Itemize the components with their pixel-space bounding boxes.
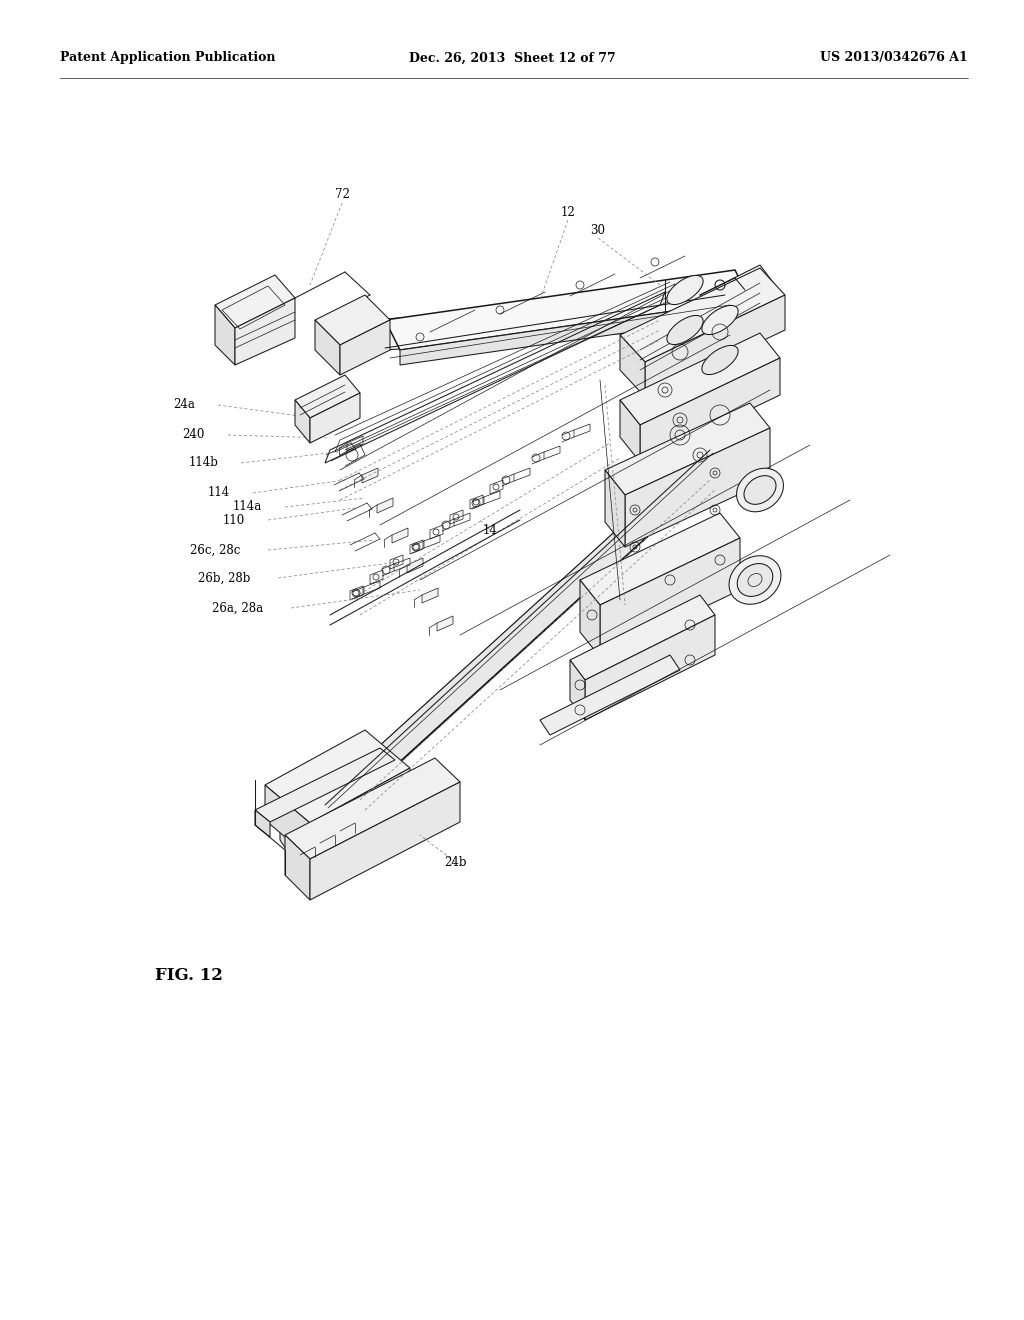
Polygon shape	[285, 758, 460, 859]
Text: US 2013/0342676 A1: US 2013/0342676 A1	[820, 51, 968, 65]
Polygon shape	[300, 810, 360, 870]
Polygon shape	[295, 400, 310, 444]
Polygon shape	[570, 595, 715, 680]
Polygon shape	[319, 430, 730, 800]
Polygon shape	[570, 660, 585, 719]
Polygon shape	[255, 810, 270, 837]
Text: 26b, 28b: 26b, 28b	[198, 572, 250, 585]
Text: 114: 114	[208, 487, 230, 499]
Ellipse shape	[701, 346, 738, 375]
Polygon shape	[265, 785, 310, 858]
Ellipse shape	[737, 564, 773, 597]
Polygon shape	[392, 528, 408, 543]
Polygon shape	[422, 587, 438, 603]
Polygon shape	[280, 780, 360, 840]
Text: 30: 30	[591, 223, 605, 236]
Polygon shape	[332, 403, 348, 418]
Polygon shape	[605, 403, 770, 495]
Polygon shape	[620, 335, 645, 397]
Ellipse shape	[744, 475, 776, 504]
Polygon shape	[407, 558, 423, 573]
Text: Dec. 26, 2013  Sheet 12 of 77: Dec. 26, 2013 Sheet 12 of 77	[409, 51, 615, 65]
Polygon shape	[715, 285, 775, 335]
Polygon shape	[362, 469, 378, 483]
Text: 26a, 28a: 26a, 28a	[212, 602, 263, 615]
Polygon shape	[215, 305, 234, 366]
Polygon shape	[640, 358, 780, 462]
Polygon shape	[347, 436, 362, 451]
Polygon shape	[295, 375, 360, 418]
Polygon shape	[437, 616, 453, 631]
Polygon shape	[645, 294, 785, 397]
Ellipse shape	[667, 276, 703, 305]
Polygon shape	[319, 445, 710, 836]
Polygon shape	[310, 393, 360, 444]
Polygon shape	[620, 268, 785, 362]
Polygon shape	[385, 271, 750, 350]
Polygon shape	[255, 748, 395, 822]
Polygon shape	[215, 275, 295, 327]
Text: 26c, 28c: 26c, 28c	[189, 544, 240, 557]
Polygon shape	[310, 768, 410, 858]
Polygon shape	[605, 470, 625, 546]
Text: 114b: 114b	[188, 457, 218, 470]
Polygon shape	[319, 470, 720, 836]
Text: 24b: 24b	[443, 855, 466, 869]
Ellipse shape	[729, 556, 781, 605]
Ellipse shape	[667, 315, 703, 345]
Text: 114a: 114a	[232, 500, 262, 513]
Text: 72: 72	[335, 189, 349, 202]
Text: 14: 14	[482, 524, 498, 536]
Text: 24a: 24a	[173, 399, 195, 412]
Text: Patent Application Publication: Patent Application Publication	[60, 51, 275, 65]
Polygon shape	[315, 294, 390, 345]
Polygon shape	[585, 615, 715, 719]
Text: FIG. 12: FIG. 12	[155, 966, 223, 983]
Polygon shape	[600, 539, 740, 657]
Polygon shape	[377, 498, 393, 513]
Text: 12: 12	[560, 206, 575, 219]
Polygon shape	[620, 400, 640, 462]
Polygon shape	[280, 810, 300, 870]
Ellipse shape	[736, 469, 783, 512]
Polygon shape	[370, 294, 745, 350]
Text: 240: 240	[182, 429, 205, 441]
Polygon shape	[285, 836, 310, 900]
Polygon shape	[340, 319, 390, 375]
Polygon shape	[580, 513, 740, 605]
Polygon shape	[700, 265, 775, 315]
Ellipse shape	[701, 305, 738, 334]
Polygon shape	[310, 781, 460, 900]
Polygon shape	[620, 333, 780, 425]
Polygon shape	[400, 300, 750, 366]
Polygon shape	[580, 579, 600, 657]
Polygon shape	[234, 298, 295, 366]
Polygon shape	[265, 730, 410, 822]
Polygon shape	[315, 319, 340, 375]
Polygon shape	[540, 655, 680, 735]
Polygon shape	[625, 428, 770, 546]
Text: 110: 110	[223, 513, 245, 527]
